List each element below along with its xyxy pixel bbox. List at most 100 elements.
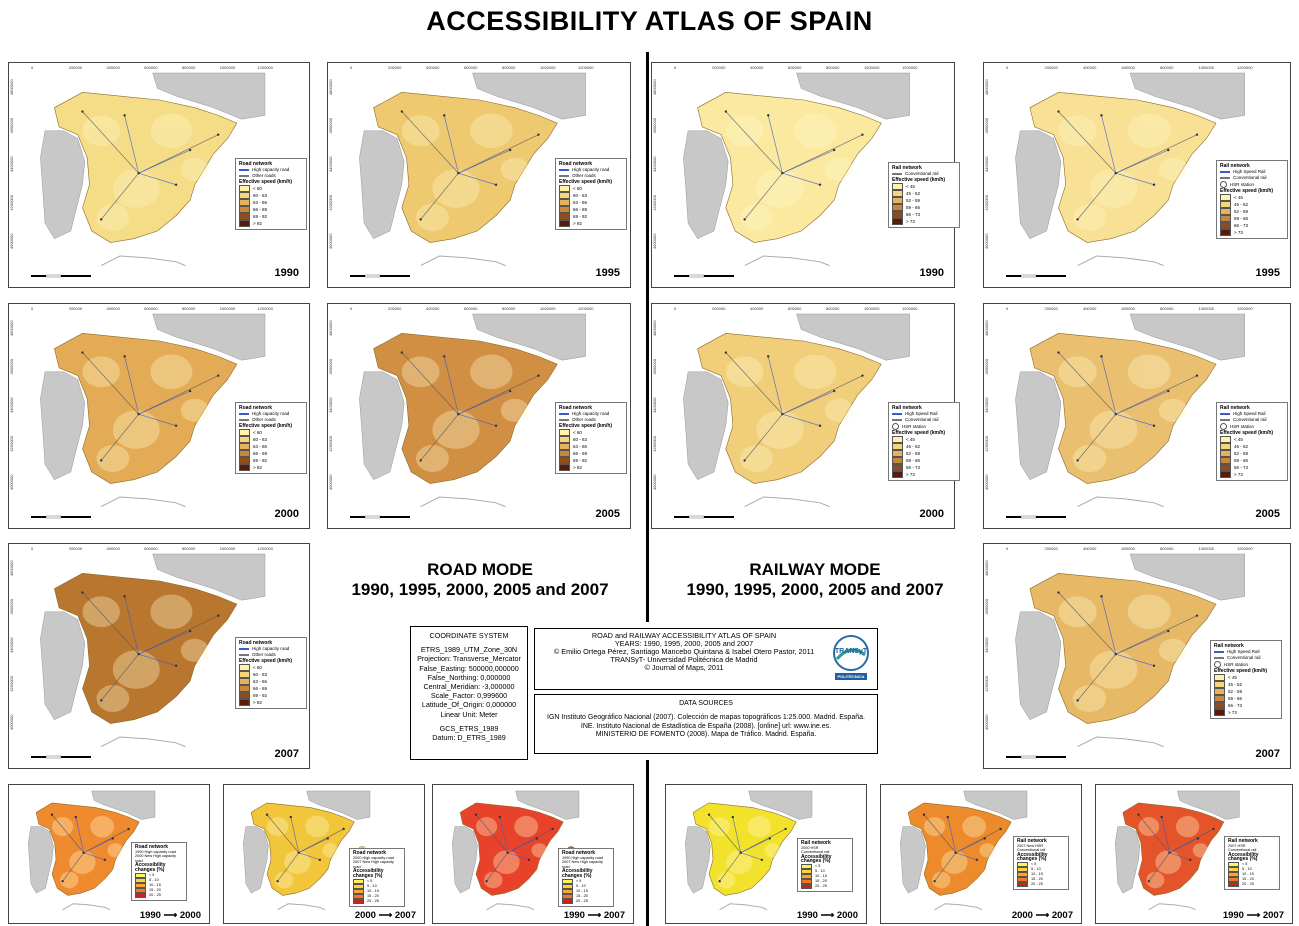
- map-year: 2007: [1255, 748, 1280, 760]
- svg-text:4600000: 4600000: [328, 117, 333, 133]
- svg-text:4400000: 4400000: [9, 637, 14, 653]
- svg-text:1200000: 1200000: [1237, 65, 1253, 70]
- svg-text:4600000: 4600000: [9, 598, 14, 614]
- map-year: 1995: [595, 267, 620, 279]
- svg-text:4600000: 4600000: [9, 358, 14, 374]
- change-legend: Rail network 2007 HSR Conventional rail …: [1224, 836, 1280, 890]
- svg-text:4400000: 4400000: [328, 397, 333, 413]
- svg-text:4800000: 4800000: [984, 560, 989, 576]
- map-year: 2000: [274, 508, 299, 520]
- svg-text:4800000: 4800000: [984, 320, 989, 336]
- svg-text:600000: 600000: [1121, 65, 1135, 70]
- rail-legend: Rail network High Speed Rail Conventiona…: [1216, 402, 1288, 481]
- svg-text:600000: 600000: [144, 65, 158, 70]
- svg-text:0: 0: [1006, 306, 1009, 311]
- svg-text:400000: 400000: [106, 306, 120, 311]
- svg-text:1200000: 1200000: [578, 65, 594, 70]
- data-sources-box: DATA SOURCES IGN Instituto Geográfico Na…: [534, 694, 878, 754]
- mode-divider: [646, 52, 649, 622]
- change-map-rail-1990-2007: 1990 ⟶ 2007: [1095, 784, 1293, 924]
- svg-text:4200000: 4200000: [652, 435, 657, 451]
- svg-text:4800000: 4800000: [984, 79, 989, 95]
- svg-text:600000: 600000: [464, 306, 478, 311]
- svg-text:0: 0: [674, 306, 677, 311]
- svg-text:4000000: 4000000: [328, 474, 333, 490]
- rail-legend: Rail network High Speed Rail Conventiona…: [888, 402, 960, 481]
- svg-text:1000000: 1000000: [540, 306, 556, 311]
- svg-text:0: 0: [1006, 65, 1009, 70]
- svg-text:800000: 800000: [1160, 306, 1174, 311]
- svg-text:4800000: 4800000: [328, 320, 333, 336]
- rail-map-2005: 0 200000 400000 600000 800000 1000000 1200000 4…: [983, 303, 1291, 529]
- svg-text:1000000: 1000000: [1198, 306, 1214, 311]
- svg-text:400000: 400000: [426, 306, 440, 311]
- svg-text:4600000: 4600000: [652, 358, 657, 374]
- svg-text:4000000: 4000000: [9, 233, 14, 249]
- road-map-1990: 0 200000 400000 600000 800000 1000000 1200000 4…: [8, 62, 310, 288]
- svg-text:200000: 200000: [388, 306, 402, 311]
- map-year: 2005: [1255, 508, 1280, 520]
- svg-text:4000000: 4000000: [652, 474, 657, 490]
- svg-text:4800000: 4800000: [652, 320, 657, 336]
- svg-text:200000: 200000: [388, 65, 402, 70]
- svg-text:1000000: 1000000: [1198, 65, 1214, 70]
- svg-text:200000: 200000: [712, 65, 726, 70]
- change-legend: Rail network 2000 HSR Conventional rail …: [797, 838, 853, 892]
- svg-text:800000: 800000: [182, 306, 196, 311]
- svg-text:400000: 400000: [106, 65, 120, 70]
- svg-text:4400000: 4400000: [9, 397, 14, 413]
- svg-text:1000000: 1000000: [864, 306, 880, 311]
- change-legend: Road network 1990 High capacity road 200…: [131, 842, 187, 901]
- mode-divider-bottom: [646, 760, 649, 926]
- svg-text:200000: 200000: [69, 65, 83, 70]
- svg-text:0: 0: [350, 306, 353, 311]
- svg-text:4600000: 4600000: [328, 358, 333, 374]
- svg-text:200000: 200000: [1044, 65, 1058, 70]
- svg-text:1000000: 1000000: [220, 306, 236, 311]
- svg-text:4400000: 4400000: [9, 156, 14, 172]
- svg-text:1200000: 1200000: [902, 306, 918, 311]
- svg-text:600000: 600000: [1121, 546, 1135, 551]
- svg-text:200000: 200000: [1044, 306, 1058, 311]
- map-year: 2007: [274, 748, 299, 760]
- svg-text:4800000: 4800000: [328, 79, 333, 95]
- change-legend: Road network 2000 High capacity road 200…: [349, 848, 405, 907]
- svg-text:4000000: 4000000: [9, 714, 14, 730]
- svg-text:0: 0: [31, 65, 34, 70]
- rail-map-2000: 0 200000 400000 600000 800000 1000000 1200000 4…: [651, 303, 955, 529]
- svg-text:4000000: 4000000: [9, 474, 14, 490]
- svg-text:0: 0: [674, 65, 677, 70]
- svg-text:1000000: 1000000: [220, 65, 236, 70]
- svg-text:0: 0: [350, 65, 353, 70]
- svg-text:400000: 400000: [1083, 65, 1097, 70]
- svg-text:1200000: 1200000: [257, 546, 273, 551]
- svg-text:4600000: 4600000: [652, 117, 657, 133]
- svg-text:800000: 800000: [182, 546, 196, 551]
- svg-text:4400000: 4400000: [984, 397, 989, 413]
- svg-text:1000000: 1000000: [864, 65, 880, 70]
- coordinate-system-box: COORDINATE SYSTEM ETRS_1989_UTM_Zone_30N…: [410, 626, 528, 760]
- credits-box: ROAD and RAILWAY ACCESSIBILITY ATLAS OF …: [534, 628, 878, 690]
- svg-text:4200000: 4200000: [328, 194, 333, 210]
- svg-text:4200000: 4200000: [9, 435, 14, 451]
- svg-text:400000: 400000: [106, 546, 120, 551]
- svg-text:4400000: 4400000: [984, 156, 989, 172]
- map-year: 2005: [595, 508, 620, 520]
- svg-text:200000: 200000: [1044, 546, 1058, 551]
- road-legend: Road network High capacity road Other ro…: [555, 158, 627, 230]
- svg-text:1200000: 1200000: [902, 65, 918, 70]
- road-map-2000: 0 200000 400000 600000 800000 1000000 1200000 4…: [8, 303, 310, 529]
- svg-text:4800000: 4800000: [9, 560, 14, 576]
- svg-text:1000000: 1000000: [1198, 546, 1214, 551]
- atlas-title: ACCESSIBILITY ATLAS OF SPAIN: [426, 6, 873, 36]
- svg-text:4200000: 4200000: [328, 435, 333, 451]
- svg-text:4800000: 4800000: [9, 79, 14, 95]
- svg-text:400000: 400000: [1083, 306, 1097, 311]
- svg-text:4600000: 4600000: [9, 117, 14, 133]
- map-year: 1990: [274, 267, 299, 279]
- svg-text:200000: 200000: [69, 546, 83, 551]
- logo-text: TRANSyT: [834, 648, 868, 655]
- svg-text:1200000: 1200000: [1237, 306, 1253, 311]
- change-map-rail-1990-2000: 1990 ⟶ 2000: [665, 784, 867, 924]
- map-year: 1990: [919, 267, 944, 279]
